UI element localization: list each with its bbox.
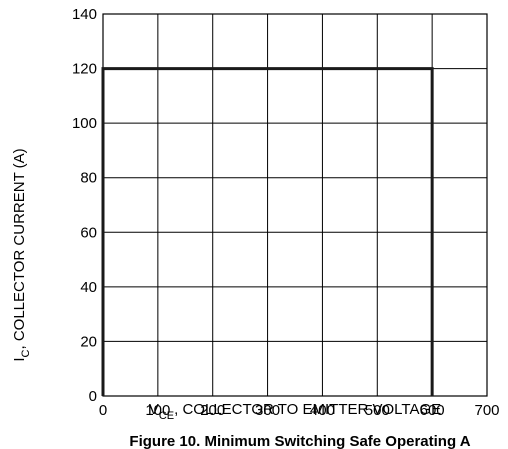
x-tick-label: 600 xyxy=(420,402,445,419)
y-tick-label: 120 xyxy=(72,61,97,78)
x-tick-label: 400 xyxy=(310,402,335,419)
y-axis-label: IC, COLLECTOR CURRENT (A) xyxy=(11,148,32,361)
x-tick-label: 0 xyxy=(99,402,107,419)
chart-title: Figure 10. Minimum Switching Safe Operat… xyxy=(129,433,470,449)
y-tick-label: 20 xyxy=(80,333,97,350)
y-tick-label: 0 xyxy=(89,388,97,405)
x-tick-label: 100 xyxy=(145,402,170,419)
x-tick-label: 700 xyxy=(474,402,499,419)
x-tick-label: 500 xyxy=(365,402,390,419)
plot-frame xyxy=(102,13,488,397)
y-tick-label: 60 xyxy=(80,224,97,241)
y-tick-label: 140 xyxy=(72,6,97,23)
y-tick-label: 100 xyxy=(72,115,97,132)
x-tick-label: 300 xyxy=(255,402,280,419)
y-tick-label: 80 xyxy=(80,170,97,187)
x-axis-label: VCE, COLLECTOR TO EMITTER VOLTAGE xyxy=(149,401,441,422)
data-line xyxy=(101,67,434,396)
x-tick-label: 200 xyxy=(200,402,225,419)
y-tick-label: 40 xyxy=(80,279,97,296)
